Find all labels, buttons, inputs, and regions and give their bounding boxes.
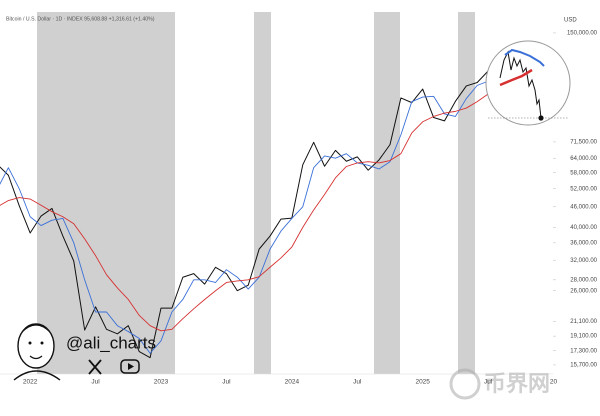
youtube-icon <box>120 359 140 374</box>
avatar <box>17 323 55 369</box>
x-tick-label: Jul <box>484 379 493 386</box>
zoom-long-ma <box>499 68 533 87</box>
series-line <box>0 70 489 359</box>
y-tick-label: 64,000.00 <box>570 156 597 162</box>
youtube-play <box>128 363 134 370</box>
x-tick-label: Jul <box>353 379 362 386</box>
shaded-periods <box>37 12 475 374</box>
zoom-short-ma <box>504 48 545 67</box>
zoom-price <box>499 50 542 119</box>
y-axis-unit: USD <box>564 18 577 24</box>
shaded-period <box>254 12 271 374</box>
avatar-hair <box>21 324 51 333</box>
x-icon <box>88 359 102 375</box>
y-tick-label: 150,000.00 <box>567 30 598 36</box>
x-tick-label: 2022 <box>23 379 38 386</box>
y-tick-label: 71,500.00 <box>570 139 597 145</box>
y-tick-label: 21,100.00 <box>570 319 597 325</box>
y-tick-label: 26,000.00 <box>570 288 597 294</box>
x-tick-label: 2025 <box>415 379 430 386</box>
watermark-logo <box>449 368 481 400</box>
avatar-shoulders <box>13 370 61 381</box>
shaded-period <box>374 12 400 374</box>
plot <box>0 70 489 359</box>
x-tick-label: 20 <box>550 379 558 386</box>
avatar-eye <box>28 341 32 345</box>
shaded-period <box>458 12 475 374</box>
watermark-text: 币界网 <box>484 371 550 396</box>
y-tick-label: 52,000.00 <box>570 186 597 192</box>
x-tick-label: 2024 <box>285 379 300 386</box>
shaded-period <box>37 12 175 374</box>
y-tick-label: 28,000.00 <box>570 277 597 283</box>
x-tick-label: Jul <box>222 379 231 386</box>
x-tick-label: Jul <box>91 379 100 386</box>
author-badge: @ali_charts <box>13 323 156 381</box>
y-tick-label: 40,000.00 <box>570 225 597 231</box>
avatar-eye <box>40 341 44 345</box>
series-line <box>0 80 489 354</box>
series-line <box>0 93 489 332</box>
y-tick-label: 36,000.00 <box>570 240 597 246</box>
y-tick-label: 32,000.00 <box>570 258 597 264</box>
avatar-smile <box>29 355 43 360</box>
y-tick-label: 17,300.00 <box>570 348 597 354</box>
x-tick-label: 2023 <box>154 379 169 386</box>
y-tick-label: 19,100.00 <box>570 334 597 340</box>
y-tick-label: 58,000.00 <box>570 170 597 176</box>
zoom-dot <box>538 115 544 121</box>
chart-title: Bitcoin / U.S. Dollar · 1D · INDEX 95,60… <box>6 16 155 22</box>
magnifier <box>485 40 571 126</box>
y-tick-label: 15,700.00 <box>570 363 597 369</box>
y-tick-label: 46,000.00 <box>570 204 597 210</box>
watermark: 币界网 <box>449 368 550 400</box>
author-handle: @ali_charts <box>66 333 156 352</box>
